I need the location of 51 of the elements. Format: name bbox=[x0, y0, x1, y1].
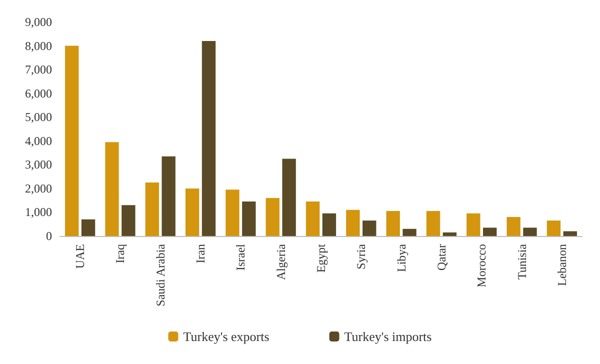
legend-label: Turkey's exports bbox=[183, 329, 270, 344]
y-tick-label: 2,000 bbox=[25, 181, 52, 196]
y-tick-label: 4,000 bbox=[25, 134, 52, 148]
bar bbox=[402, 228, 416, 236]
bar bbox=[346, 210, 360, 236]
bar bbox=[322, 213, 336, 236]
bar bbox=[145, 182, 160, 236]
bar bbox=[162, 156, 176, 236]
y-tick-label: 3,000 bbox=[25, 158, 52, 172]
y-tick-label: 0 bbox=[46, 229, 52, 243]
bar bbox=[202, 41, 216, 236]
bar bbox=[105, 142, 119, 236]
x-tick-label: Egypt bbox=[314, 243, 328, 273]
x-tick-label: Lebanon bbox=[554, 244, 569, 286]
y-tick-label: 6,000 bbox=[25, 86, 52, 100]
x-tick-label: Saudi Arabia bbox=[153, 243, 168, 306]
legend-label: Turkey's imports bbox=[344, 329, 432, 344]
bar bbox=[466, 213, 480, 236]
x-tick-label: Morocco bbox=[474, 244, 489, 288]
bar bbox=[81, 219, 96, 236]
y-tick-label: 5,000 bbox=[25, 110, 52, 124]
x-tick-label: Syria bbox=[354, 243, 368, 270]
bar bbox=[282, 158, 296, 236]
x-tick-label: Iraq bbox=[113, 244, 128, 264]
bar bbox=[185, 188, 200, 236]
bar bbox=[122, 205, 136, 236]
x-tick-label: Iran bbox=[194, 244, 208, 264]
bar bbox=[362, 220, 376, 236]
x-tick-label: Qatar bbox=[434, 244, 448, 271]
bar bbox=[523, 228, 537, 236]
x-tick-label: Tunisia bbox=[514, 243, 529, 280]
bar bbox=[442, 232, 457, 236]
y-tick-label: 1,000 bbox=[25, 205, 52, 220]
bar bbox=[563, 231, 577, 236]
bar bbox=[242, 202, 256, 236]
bar bbox=[482, 228, 497, 236]
x-tick-label: Algeria bbox=[274, 243, 288, 280]
x-tick-label: Libya bbox=[394, 243, 408, 272]
bar bbox=[65, 46, 79, 236]
bar bbox=[266, 198, 280, 236]
x-tick-label: UAE bbox=[73, 244, 88, 269]
bar bbox=[506, 216, 520, 236]
y-tick-label: 8,000 bbox=[25, 38, 52, 53]
bar bbox=[226, 190, 240, 236]
y-tick-label: 7,000 bbox=[25, 62, 52, 77]
bar bbox=[386, 211, 400, 236]
bar bbox=[426, 211, 440, 236]
bar bbox=[546, 220, 561, 236]
x-tick-label: Israel bbox=[234, 243, 248, 271]
bar bbox=[306, 202, 320, 236]
y-tick-label: 9,000 bbox=[25, 15, 52, 29]
